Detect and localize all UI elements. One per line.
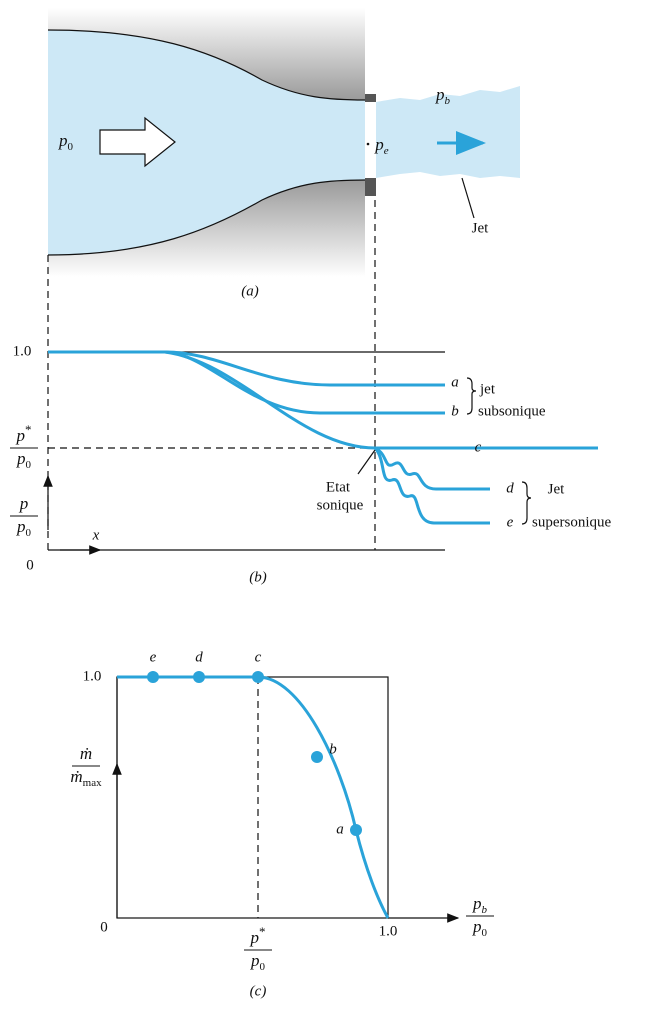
supersonic-label: supersonique: [532, 514, 611, 530]
symbol-base: p: [472, 894, 482, 913]
symbol-sub: b: [482, 904, 488, 916]
y-tick-label: 1.0: [13, 343, 32, 359]
symbol-base: ṁ: [70, 767, 82, 786]
nozzle: [48, 8, 520, 277]
symbol-sub: 0: [26, 459, 32, 471]
x-tick-label: 1.0: [379, 923, 398, 939]
point-label: d: [195, 649, 203, 665]
symbol-sup: *: [25, 422, 32, 437]
y-axis-label-denominator: p0: [16, 517, 32, 539]
curve-label: a: [451, 374, 459, 390]
curve-label: d: [506, 480, 514, 496]
y-tick-label: 1.0: [83, 668, 102, 684]
x-axis-label-numerator: pb: [472, 894, 488, 916]
subsonic-label: subsonique: [478, 403, 546, 419]
diagram: p0pepbJet(a)1.0p*p0pp00xabcdejetsubsoniq…: [0, 0, 653, 1012]
origin-label: 0: [26, 557, 34, 573]
symbol-base: p: [435, 85, 445, 104]
point-label: e: [150, 649, 157, 665]
symbol-base: p: [250, 951, 260, 970]
curve-label: e: [507, 514, 514, 530]
x-axis-label-denominator: p0: [472, 917, 488, 939]
caption: (a): [241, 283, 259, 299]
symbol-sup: *: [259, 924, 266, 939]
origin-label: 0: [100, 919, 108, 935]
supersonic-label: Jet: [548, 481, 565, 497]
caption: (c): [250, 983, 267, 999]
jet-label: Jet: [472, 220, 489, 236]
p-star-ratio-numerator: p*: [16, 422, 32, 445]
symbol-base: p: [16, 517, 26, 536]
symbol-base: p: [16, 449, 26, 468]
page: {"panel_a":{"caption":"(a)","p0":{"base"…: [0, 0, 653, 1012]
symbol-base: p: [472, 917, 482, 936]
curve-label: c: [475, 439, 482, 455]
y-axis-label-denominator: ṁmax: [70, 767, 102, 789]
point-label: b: [329, 741, 337, 757]
y-axis-label-numerator: p: [19, 494, 29, 513]
symbol-base: p: [16, 426, 26, 445]
symbol-sub: 0: [260, 961, 266, 973]
p-star-ratio-denominator: p0: [16, 449, 32, 471]
symbol-sub: 0: [68, 141, 74, 153]
caption: (b): [249, 569, 267, 585]
symbol-base: p: [58, 131, 68, 150]
symbol-sub: 0: [26, 527, 32, 539]
sonic-label: Etat: [326, 479, 351, 495]
symbol-base: ṁ: [80, 744, 92, 763]
point-label: a: [336, 821, 344, 837]
point-label: c: [255, 649, 262, 665]
p-star-ratio-numerator: p*: [250, 924, 266, 947]
p-star-ratio-denominator: p0: [250, 951, 266, 973]
symbol-sub: b: [445, 95, 451, 107]
symbol-sub: max: [83, 777, 102, 789]
symbol-base: p: [374, 135, 384, 154]
subsonic-label: jet: [479, 381, 496, 397]
flow-rate-plot: [117, 671, 458, 918]
curve-label: b: [451, 403, 459, 419]
symbol-sub: e: [384, 145, 389, 157]
sonic-label: sonique: [317, 497, 364, 513]
back-pressure: pb: [435, 85, 451, 107]
symbol-sub: 0: [482, 927, 488, 939]
symbol-base: p: [19, 494, 29, 513]
x-axis-label: x: [92, 527, 100, 543]
y-axis-label-numerator: ṁ: [80, 744, 92, 763]
symbol-base: p: [250, 928, 260, 947]
